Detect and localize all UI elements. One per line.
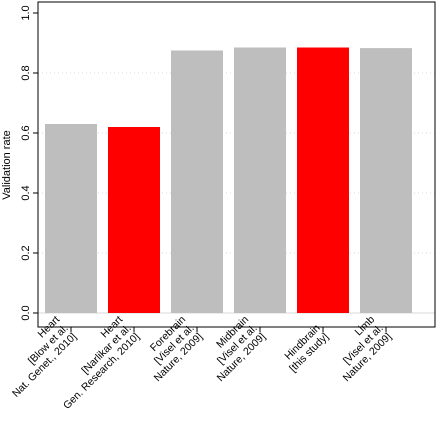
bar bbox=[171, 50, 223, 313]
category-label: Limb[Visel et al.Nature, 2009] bbox=[341, 314, 395, 385]
x-axis: Heart[Blow et al.Nat. Genet., 2010]Heart… bbox=[10, 314, 395, 412]
plot-frame bbox=[37, 1, 436, 328]
bar bbox=[108, 127, 160, 313]
bars bbox=[45, 47, 412, 313]
bar bbox=[297, 47, 349, 313]
y-tick-label: 0.6 bbox=[20, 125, 32, 140]
y-tick-label: 0.2 bbox=[20, 245, 32, 260]
category-label: Midbrain[Visel et al.Nature, 2009] bbox=[214, 314, 268, 385]
bar bbox=[45, 124, 97, 313]
y-tick-label: 0.0 bbox=[20, 305, 32, 320]
y-tick-label: 0.8 bbox=[20, 65, 32, 80]
bar bbox=[234, 47, 286, 313]
y-axis: 0.0 0.2 0.4 0.6 0.8 1.0 bbox=[20, 5, 38, 321]
y-axis-title: Validation rate bbox=[1, 130, 13, 200]
category-label: Forebrain[Visel et al.Nature, 2009] bbox=[148, 314, 205, 385]
y-tick-label: 0.4 bbox=[20, 185, 32, 200]
bar bbox=[360, 48, 412, 313]
y-tick-label: 1.0 bbox=[20, 5, 32, 20]
